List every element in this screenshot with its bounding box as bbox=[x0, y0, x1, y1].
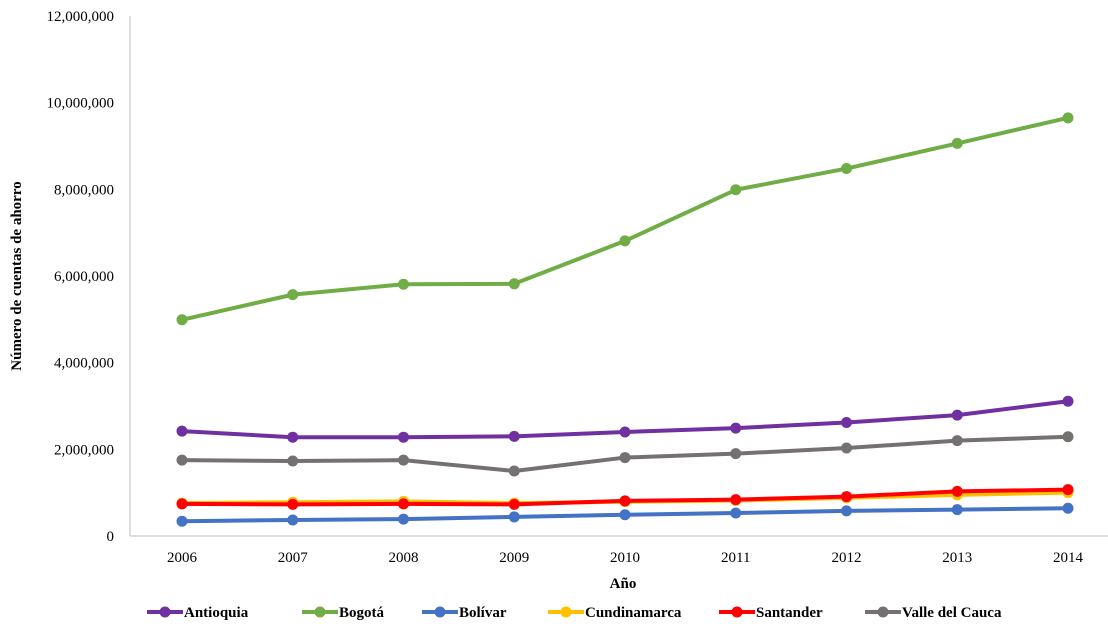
x-tick-label: 2014 bbox=[1053, 550, 1084, 566]
data-point bbox=[287, 498, 299, 510]
legend-marker bbox=[159, 606, 171, 618]
data-point bbox=[398, 513, 409, 525]
legend-label: Bolívar bbox=[459, 605, 507, 621]
data-point bbox=[841, 163, 852, 175]
data-point bbox=[398, 431, 409, 443]
data-point bbox=[619, 235, 631, 247]
data-point bbox=[508, 430, 520, 442]
data-point bbox=[398, 454, 409, 466]
series-bogota bbox=[176, 112, 1074, 326]
data-point bbox=[730, 184, 742, 196]
legend-item: Bogotá bbox=[302, 605, 385, 621]
series-bolivar bbox=[176, 502, 1074, 527]
legend-marker bbox=[877, 606, 889, 618]
legend-item: Santander bbox=[719, 605, 823, 621]
legend-marker bbox=[434, 606, 446, 618]
data-point bbox=[287, 289, 299, 301]
data-point bbox=[841, 442, 852, 454]
data-point bbox=[1062, 502, 1074, 514]
x-tick-label: 2011 bbox=[721, 550, 750, 566]
x-axis: 2006 2007 2008 2009 2010 2011 2012 2013 2014 bbox=[130, 535, 1108, 566]
data-point bbox=[730, 448, 742, 460]
series-line bbox=[181, 115, 1069, 322]
data-point bbox=[951, 504, 963, 516]
series-antioquia bbox=[176, 395, 1074, 443]
legend-item: Cundinamarca bbox=[548, 605, 682, 621]
y-tick-label: 4,000,000 bbox=[54, 356, 114, 372]
y-tick-label: 6,000,000 bbox=[54, 269, 114, 285]
legend-label: Antioquia bbox=[184, 605, 249, 621]
data-point bbox=[176, 425, 188, 437]
data-point bbox=[619, 495, 631, 507]
data-point bbox=[176, 454, 188, 466]
data-point bbox=[1062, 395, 1074, 407]
data-point bbox=[730, 507, 742, 519]
x-tick-label: 2013 bbox=[942, 550, 972, 566]
plot-area bbox=[176, 112, 1074, 527]
data-point bbox=[619, 509, 631, 521]
legend-item: Bolívar bbox=[422, 605, 507, 621]
legend-item: Valle del Cauca bbox=[865, 605, 1002, 621]
data-point bbox=[1062, 484, 1074, 496]
data-point bbox=[287, 431, 299, 443]
x-tick-label: 2010 bbox=[610, 550, 640, 566]
data-point bbox=[508, 511, 520, 523]
data-point bbox=[176, 498, 188, 510]
x-tick-label: 2007 bbox=[278, 550, 309, 566]
y-tick-label: 2,000,000 bbox=[54, 442, 114, 458]
data-point bbox=[1062, 112, 1074, 124]
legend-label: Valle del Cauca bbox=[902, 605, 1002, 621]
data-point bbox=[951, 485, 963, 497]
legend-label: Bogotá bbox=[339, 605, 385, 621]
legend-item: Antioquia bbox=[147, 605, 249, 621]
legend: Antioquia Bogotá Bolívar Cundinamarca Santan… bbox=[147, 605, 1002, 621]
x-axis-title: Año bbox=[610, 576, 637, 592]
y-tick-label: 12,000,000 bbox=[47, 9, 115, 25]
data-point bbox=[398, 278, 409, 290]
data-point bbox=[951, 409, 963, 421]
data-point bbox=[730, 494, 742, 506]
y-tick-label: 8,000,000 bbox=[54, 182, 114, 198]
y-tick-label: 0 bbox=[107, 529, 115, 545]
x-tick-label: 2012 bbox=[832, 550, 862, 566]
data-point bbox=[951, 137, 963, 149]
legend-marker bbox=[731, 606, 743, 618]
data-point bbox=[287, 455, 299, 467]
x-tick-label: 2009 bbox=[499, 550, 529, 566]
y-axis: 0 2,000,000 4,000,000 6,000,000 8,000,000 10,… bbox=[47, 9, 131, 545]
data-point bbox=[508, 498, 520, 510]
legend-marker bbox=[314, 606, 326, 618]
data-point bbox=[176, 515, 188, 527]
data-point bbox=[841, 491, 852, 503]
data-point bbox=[951, 435, 963, 447]
series-valle-del-cauca bbox=[176, 431, 1074, 477]
legend-label: Cundinamarca bbox=[585, 605, 682, 621]
legend-marker bbox=[560, 606, 572, 618]
data-point bbox=[1062, 431, 1074, 443]
data-point bbox=[619, 452, 631, 464]
series-santander bbox=[176, 484, 1074, 510]
data-point bbox=[508, 465, 520, 477]
y-tick-label: 10,000,000 bbox=[47, 96, 115, 112]
data-point bbox=[176, 314, 188, 326]
y-axis-title: Número de cuentas de ahorro bbox=[9, 181, 25, 370]
x-tick-label: 2008 bbox=[389, 550, 419, 566]
legend-label: Santander bbox=[756, 605, 823, 621]
data-point bbox=[287, 514, 299, 526]
data-point bbox=[730, 422, 742, 434]
x-tick-label: 2006 bbox=[167, 550, 198, 566]
data-point bbox=[841, 505, 852, 517]
data-point bbox=[398, 498, 409, 510]
data-point bbox=[508, 278, 520, 290]
data-point bbox=[619, 426, 631, 438]
data-point bbox=[841, 416, 852, 428]
